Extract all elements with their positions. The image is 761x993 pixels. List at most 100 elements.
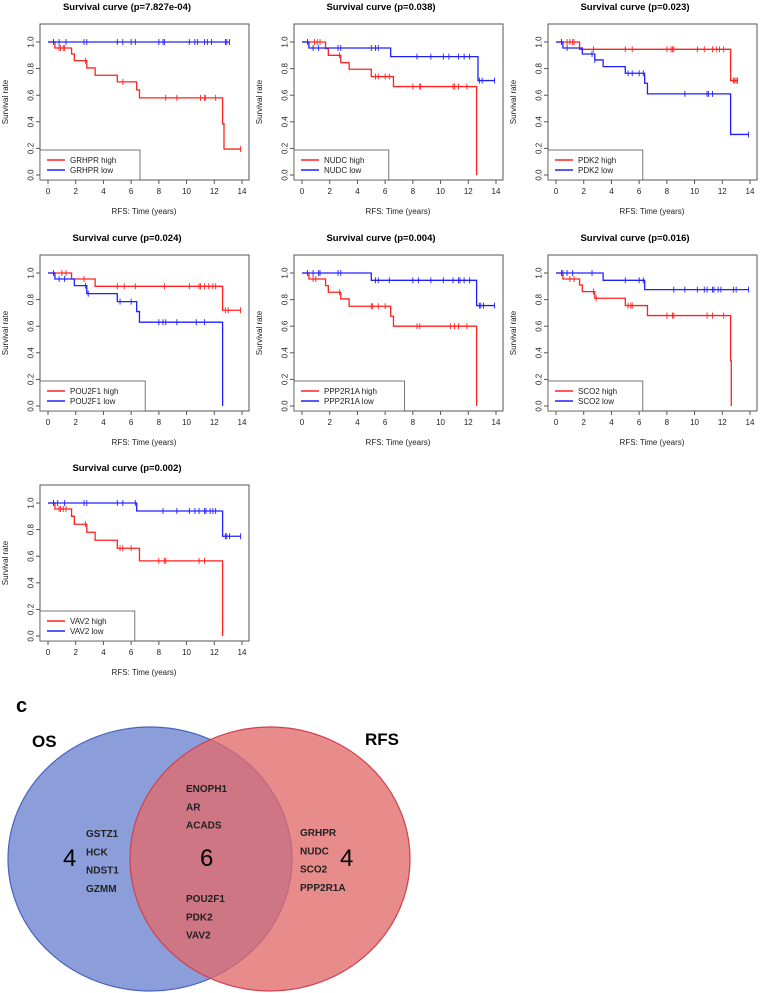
x-tick-label: 4 xyxy=(355,418,360,427)
plot-frame xyxy=(39,484,250,642)
y-tick-label: 0.2 xyxy=(281,373,290,385)
survival-plot: Survival curve (p=0.024) 0 2 4 6 8 10 12 14 0.0 0.… xyxy=(0,231,254,453)
legend-label: NUDC low xyxy=(324,166,362,175)
legend-label: PPP2R1A high xyxy=(324,387,377,396)
x-tick-label: 6 xyxy=(383,418,388,427)
x-axis-label: RFS: Time (years) xyxy=(620,207,685,216)
intersection-count: 6 xyxy=(200,845,213,872)
y-tick-label: 0.8 xyxy=(281,293,290,305)
survival-line-low xyxy=(302,41,495,82)
plot-title: Survival curve (p=0.002) xyxy=(72,463,181,474)
x-tick-label: 12 xyxy=(718,418,727,427)
x-tick-label: 0 xyxy=(300,187,305,196)
plot-frame xyxy=(293,23,504,181)
gene-label: POU2F1 xyxy=(186,894,225,905)
x-tick-label: 2 xyxy=(73,187,78,196)
legend-label: NUDC high xyxy=(324,156,364,165)
y-tick-label: 0.6 xyxy=(281,320,290,332)
rfs-circle xyxy=(129,726,411,992)
plot-title: Survival curve (p=0.024) xyxy=(72,233,181,244)
gene-label: VAV2 xyxy=(186,931,211,942)
y-tick-label: 0.4 xyxy=(27,116,36,128)
survival-line-low xyxy=(556,272,749,291)
x-tick-label: 14 xyxy=(492,187,501,196)
x-tick-label: 6 xyxy=(129,187,134,196)
y-axis-label: Survival rate xyxy=(1,79,10,124)
plot-frame xyxy=(547,254,758,412)
survival-line-low xyxy=(556,41,749,136)
x-tick-label: 14 xyxy=(238,418,247,427)
y-tick-label: 0.8 xyxy=(27,62,36,74)
x-tick-label: 8 xyxy=(157,418,162,427)
legend-label: PPP2R1A low xyxy=(324,397,374,406)
x-tick-label: 2 xyxy=(327,187,332,196)
x-axis-label: RFS: Time (years) xyxy=(112,668,177,677)
y-tick-label: 0.8 xyxy=(535,293,544,305)
plot-frame xyxy=(547,23,758,181)
gene-label: ENOPH1 xyxy=(186,784,228,795)
x-axis-label: RFS: Time (years) xyxy=(366,438,431,447)
survival-plot: Survival curve (p=0.004) 0 2 4 6 8 10 12 14 0.0 0.… xyxy=(254,231,508,453)
legend xyxy=(547,380,644,412)
y-tick-label: 1.0 xyxy=(281,36,290,48)
y-tick-label: 0.2 xyxy=(535,373,544,385)
legend xyxy=(547,149,644,181)
x-tick-label: 0 xyxy=(46,648,51,657)
x-tick-label: 8 xyxy=(665,187,670,196)
survival-line-high xyxy=(302,272,478,406)
y-axis-label: Survival rate xyxy=(255,310,264,355)
x-tick-label: 2 xyxy=(73,648,78,657)
legend xyxy=(39,610,136,642)
x-tick-label: 12 xyxy=(464,187,473,196)
y-tick-label: 0.2 xyxy=(281,142,290,154)
x-tick-label: 2 xyxy=(581,418,586,427)
survival-line-high xyxy=(48,272,241,311)
x-tick-label: 14 xyxy=(492,418,501,427)
y-tick-label: 0.0 xyxy=(27,169,36,181)
y-tick-label: 0.4 xyxy=(281,347,290,359)
x-tick-label: 4 xyxy=(101,418,106,427)
y-tick-label: 0.0 xyxy=(281,169,290,181)
y-tick-label: 0.4 xyxy=(281,116,290,128)
survival-line-low xyxy=(302,272,495,307)
y-axis-label: Survival rate xyxy=(255,79,264,124)
x-tick-label: 6 xyxy=(637,187,642,196)
legend-label: POU2F1 low xyxy=(70,397,116,406)
x-tick-label: 8 xyxy=(411,418,416,427)
x-tick-label: 10 xyxy=(182,418,191,427)
x-tick-label: 10 xyxy=(182,187,191,196)
y-tick-label: 0.8 xyxy=(281,62,290,74)
y-axis-label: Survival rate xyxy=(1,540,10,585)
plot-title: Survival curve (p=0.023) xyxy=(580,2,689,13)
y-axis-label: Survival rate xyxy=(1,310,10,355)
os-count: 4 xyxy=(63,845,76,872)
venn-diagram: c OS RFS 4 6 4 GSTZ1 HCK NDST1 GZMM ENOPH1 AR… xyxy=(7,695,411,992)
y-axis-label: Survival rate xyxy=(509,79,518,124)
x-tick-label: 10 xyxy=(182,648,191,657)
gene-label: NDST1 xyxy=(86,866,119,877)
x-tick-label: 6 xyxy=(129,648,134,657)
plot-frame xyxy=(39,23,250,181)
gene-label: GRHPR xyxy=(300,828,337,839)
y-tick-label: 0.6 xyxy=(535,320,544,332)
gene-label: PDK2 xyxy=(186,912,213,923)
x-tick-label: 8 xyxy=(157,648,162,657)
x-tick-label: 10 xyxy=(436,187,445,196)
x-tick-label: 4 xyxy=(609,187,614,196)
y-tick-label: 1.0 xyxy=(535,267,544,279)
gene-label: GSTZ1 xyxy=(86,829,119,840)
survival-plot: Survival curve (p=0.002) 0 2 4 6 8 10 12 14 0.0 0.… xyxy=(0,461,254,683)
x-tick-label: 12 xyxy=(464,418,473,427)
legend-label: SCO2 high xyxy=(578,387,617,396)
x-tick-label: 6 xyxy=(383,187,388,196)
plot-title: Survival curve (p=0.038) xyxy=(326,2,435,13)
y-tick-label: 0.0 xyxy=(27,400,36,412)
x-tick-label: 12 xyxy=(718,187,727,196)
y-tick-label: 0.6 xyxy=(27,550,36,562)
gene-label: GZMM xyxy=(86,884,117,895)
survival-line-low xyxy=(48,272,224,406)
x-tick-label: 4 xyxy=(609,418,614,427)
y-tick-label: 0.8 xyxy=(535,62,544,74)
y-tick-label: 0.0 xyxy=(281,400,290,412)
x-tick-label: 8 xyxy=(665,418,670,427)
